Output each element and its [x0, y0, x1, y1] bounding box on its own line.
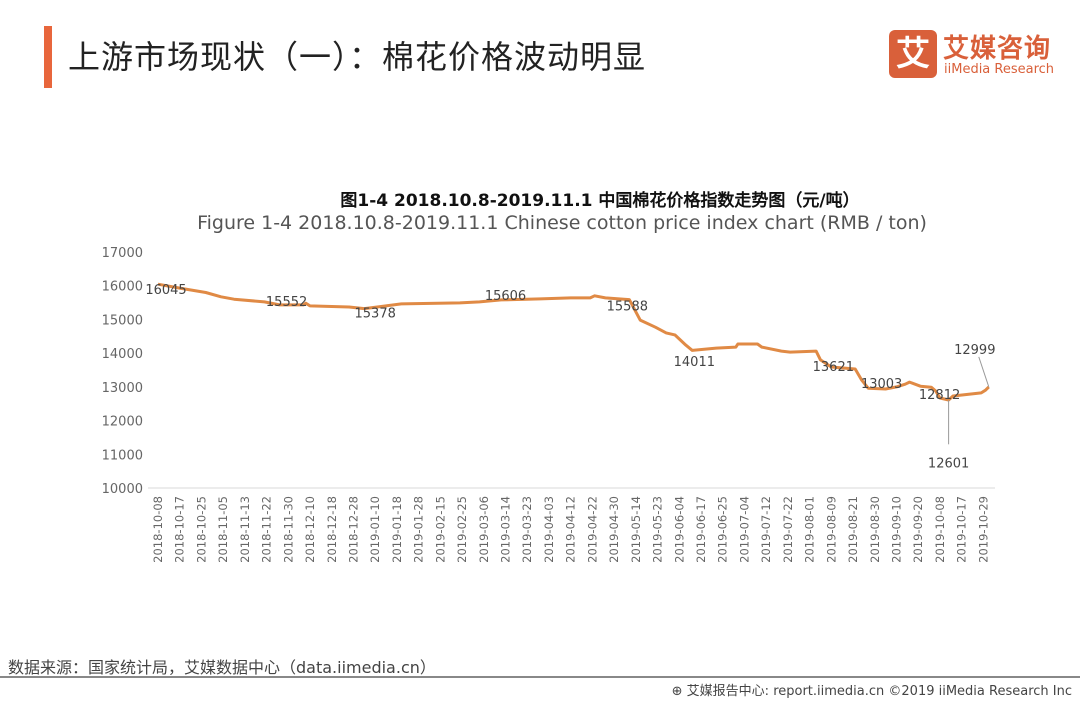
footer-credit: ⊕ 艾媒报告中心: report.iimedia.cn ©2019 iiMedi… — [671, 684, 1072, 699]
x-tick-label: 2019-02-15 — [433, 496, 447, 563]
x-tick-label: 2019-08-01 — [803, 496, 817, 563]
y-tick-label: 10000 — [102, 482, 143, 497]
x-tick-label: 2018-10-17 — [173, 496, 187, 563]
data-label: 13003 — [861, 377, 902, 392]
y-tick-label: 12000 — [102, 415, 143, 430]
x-tick-label: 2019-07-04 — [737, 496, 751, 563]
data-label: 16045 — [145, 283, 186, 298]
y-tick-label: 15000 — [102, 313, 143, 328]
series-line — [157, 282, 990, 402]
chart-title: 图1-4 2018.10.8-2019.11.1 中国棉花价格指数走势图（元/吨… — [340, 191, 860, 211]
x-tick-label: 2019-08-21 — [846, 496, 860, 563]
line-chart: 17000 16000 15000 14000 13000 12000 11000 10000… — [102, 246, 996, 563]
chart-subtitle: Figure 1-4 2018.10.8-2019.11.1 Chinese c… — [197, 212, 927, 234]
x-tick-label: 2018-11-05 — [216, 496, 230, 563]
x-tick-label: 2019-08-09 — [824, 496, 838, 563]
x-tick-label: 2019-02-25 — [455, 496, 469, 563]
x-tick-label: 2019-07-22 — [781, 496, 795, 563]
x-tick-label: 2019-06-17 — [694, 496, 708, 563]
x-tick-label: 2019-01-10 — [368, 496, 382, 563]
x-tick-label: 2019-10-08 — [933, 496, 947, 563]
x-tick-label: 2018-12-28 — [346, 496, 360, 563]
data-source: 数据来源：国家统计局，艾媒数据中心（data.iimedia.cn） — [8, 658, 436, 677]
logo-cn: 艾媒咨询 — [943, 34, 1052, 64]
x-tick-label: 2019-06-04 — [672, 496, 686, 563]
y-tick-label: 14000 — [102, 347, 143, 362]
y-tick-label: 13000 — [102, 381, 143, 396]
title-accent-bar — [44, 26, 52, 88]
y-tick-label: 11000 — [102, 448, 143, 463]
x-tick-label: 2018-12-10 — [303, 496, 317, 563]
x-tick-label: 2019-04-30 — [607, 496, 621, 563]
x-tick-label: 2019-05-14 — [629, 496, 643, 563]
x-tick-label: 2019-01-18 — [390, 496, 404, 563]
x-tick-label: 2019-01-28 — [412, 496, 426, 563]
data-label: 12812 — [919, 388, 960, 403]
x-tick-label: 2019-03-14 — [499, 496, 513, 563]
footer-divider — [0, 676, 1080, 678]
logo-en: iiMedia Research — [944, 62, 1055, 77]
annotation-leader-line — [978, 356, 990, 388]
data-label: 15588 — [607, 300, 648, 315]
data-label: 15378 — [355, 307, 396, 322]
x-tick-label: 2018-11-13 — [238, 496, 252, 563]
data-label: 15606 — [485, 289, 526, 304]
x-tick-label: 2019-09-10 — [889, 496, 903, 563]
x-tick-label: 2018-12-18 — [325, 496, 339, 563]
x-tick-label: 2018-11-30 — [281, 496, 295, 563]
x-tick-label: 2018-11-22 — [260, 496, 274, 563]
x-tick-label: 2018-10-25 — [194, 496, 208, 563]
x-tick-label: 2019-09-20 — [911, 496, 925, 563]
x-tick-label: 2019-04-12 — [564, 496, 578, 563]
x-tick-label: 2019-05-23 — [651, 496, 665, 563]
logo: 艾 艾媒咨询 iiMedia Research — [889, 30, 1064, 80]
y-tick-label: 17000 — [102, 246, 143, 261]
x-tick-label: 2019-04-22 — [585, 496, 599, 563]
x-tick-label: 2019-03-23 — [520, 496, 534, 563]
x-tick-label: 2019-06-25 — [716, 496, 730, 563]
data-label: 13621 — [813, 360, 854, 375]
x-tick-label: 2019-04-03 — [542, 496, 556, 563]
data-label: 15552 — [266, 295, 307, 310]
x-tick-label: 2019-10-29 — [976, 496, 990, 563]
x-tick-label: 2019-10-17 — [955, 496, 969, 563]
x-tick-label: 2019-07-12 — [759, 496, 773, 563]
data-label: 14011 — [674, 355, 715, 370]
x-tick-label: 2019-08-30 — [868, 496, 882, 563]
logo-mark: 艾 — [889, 30, 937, 78]
data-label: 12601 — [928, 456, 969, 471]
x-tick-label: 2018-10-08 — [151, 496, 165, 563]
x-tick-label: 2019-03-06 — [477, 496, 491, 563]
page-title: 上游市场现状（一）：棉花价格波动明显 — [68, 38, 647, 76]
data-label: 12999 — [954, 343, 995, 358]
y-tick-label: 16000 — [102, 280, 143, 295]
